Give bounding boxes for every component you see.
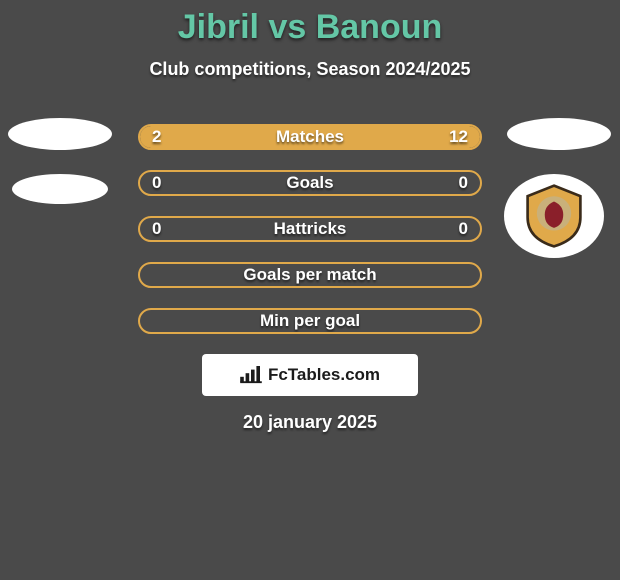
stat-bar: 212Matches xyxy=(138,124,482,150)
brand-badge: FcTables.com xyxy=(202,354,418,396)
stat-bar: 00Goals xyxy=(138,170,482,196)
comparison-bars: 212Matches 00Goals 00Hattricks Goals per ma… xyxy=(138,124,482,354)
stat-bar: 00Hattricks xyxy=(138,216,482,242)
snapshot-date: 20 january 2025 xyxy=(0,412,620,433)
right-club-badge xyxy=(504,174,604,258)
stat-label: Hattricks xyxy=(140,218,480,240)
bar-chart-icon xyxy=(240,366,262,384)
stat-bar: Goals per match xyxy=(138,262,482,288)
right-player-ellipse-1 xyxy=(507,118,611,150)
left-player-ellipse-2 xyxy=(12,174,108,204)
left-player-ellipse-1 xyxy=(8,118,112,150)
brand-text: FcTables.com xyxy=(268,365,380,385)
page-subtitle: Club competitions, Season 2024/2025 xyxy=(0,59,620,80)
shield-icon xyxy=(521,183,587,249)
right-player-badges xyxy=(504,118,614,258)
left-player-badges xyxy=(6,118,114,228)
stat-label: Goals per match xyxy=(140,264,480,286)
stat-label: Matches xyxy=(140,126,480,148)
stat-bar: Min per goal xyxy=(138,308,482,334)
stat-label: Goals xyxy=(140,172,480,194)
stat-label: Min per goal xyxy=(140,310,480,332)
page-title: Jibril vs Banoun xyxy=(0,0,620,47)
